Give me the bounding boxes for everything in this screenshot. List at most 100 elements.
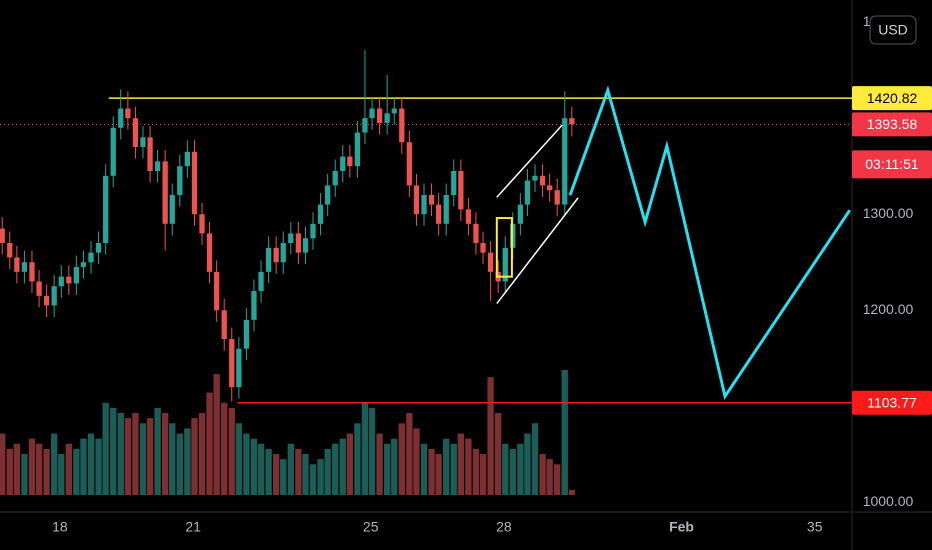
volume-bar — [406, 413, 413, 495]
candle-body — [29, 262, 35, 282]
y-tick-label: 1200.00 — [863, 301, 914, 317]
volume-bar — [465, 438, 472, 495]
current-price-label: 1393.58 — [867, 116, 918, 132]
candle-body — [562, 118, 568, 205]
volume-bar — [472, 448, 480, 495]
volume-bar — [546, 459, 553, 495]
candle-body — [251, 291, 257, 320]
level-label: 1420.82 — [867, 90, 918, 106]
level-label-bg — [852, 86, 932, 111]
candle-body — [258, 271, 264, 292]
candle-body — [7, 243, 13, 258]
volume-bar — [280, 459, 287, 495]
volume-bar — [317, 459, 324, 495]
volume-bar — [428, 448, 435, 495]
volume-bar — [176, 433, 183, 495]
candle-body — [399, 108, 405, 143]
volume-bar — [191, 418, 198, 495]
candle-body — [443, 195, 449, 224]
candle-body — [524, 180, 531, 205]
volume-bar — [124, 418, 132, 495]
candle-body — [80, 262, 87, 268]
candle-body — [118, 108, 124, 128]
volume-bar — [58, 454, 65, 495]
volume-bar — [265, 448, 272, 495]
candle-body — [88, 252, 94, 263]
volume-bar — [132, 413, 139, 495]
candle-body — [110, 127, 116, 176]
volume-bar — [354, 423, 361, 495]
volume-bar — [420, 443, 428, 495]
candle-body — [413, 185, 420, 215]
volume-bar — [257, 443, 265, 495]
currency-badge-bg — [869, 15, 917, 45]
volume-bar — [235, 423, 243, 495]
volume-bar — [539, 454, 546, 495]
volume-bar — [43, 448, 50, 495]
projection-path — [568, 85, 852, 401]
volume-bar — [243, 433, 250, 495]
volume-bar — [368, 407, 376, 495]
candle-body — [458, 170, 464, 210]
volume-bar — [443, 438, 450, 495]
x-tick-label: 21 — [185, 519, 201, 535]
candle-body — [66, 276, 72, 284]
candle-body — [317, 204, 324, 224]
volume-bar — [6, 448, 13, 495]
volume-bar — [117, 413, 124, 495]
candle-body — [428, 195, 435, 205]
candle-body — [125, 108, 131, 119]
candle-body — [369, 108, 375, 119]
highlight-box — [495, 217, 513, 278]
candle-body — [539, 175, 546, 186]
volume-bar — [35, 443, 43, 495]
candle-body — [569, 118, 575, 125]
volume-bar — [346, 433, 354, 495]
volume-bar — [391, 438, 398, 495]
volume-bar — [184, 428, 191, 495]
candle-body — [229, 339, 235, 388]
candle-body — [502, 247, 508, 282]
volume-bar — [383, 443, 391, 495]
candle-body — [436, 204, 442, 224]
candle-body — [451, 170, 457, 196]
candle-body — [295, 233, 301, 253]
volume-bar — [531, 423, 539, 495]
x-tick-label: Feb — [669, 519, 694, 535]
candle-body — [43, 295, 50, 306]
candle-body — [21, 262, 28, 272]
candle-body — [362, 118, 368, 133]
volume-bar — [517, 443, 524, 495]
volume-bar — [524, 433, 531, 495]
candle-body — [554, 190, 560, 205]
x-tick-label: 35 — [807, 519, 823, 535]
volume-bar — [146, 418, 154, 495]
volume-bar — [206, 392, 213, 495]
candle-body — [206, 233, 213, 272]
candle-body — [147, 137, 153, 171]
volume-bar — [272, 454, 280, 495]
volume-bar — [139, 423, 147, 495]
volume-bar — [287, 443, 294, 495]
volume-bar — [73, 448, 80, 495]
level-label: 1103.77 — [867, 394, 917, 410]
candle-body — [532, 175, 538, 181]
candle-body — [177, 166, 183, 196]
y-tick-label: 1300.00 — [863, 205, 914, 221]
volume-bar — [221, 402, 228, 495]
candle-body — [14, 257, 20, 272]
candle-body — [58, 276, 64, 287]
candle-body — [547, 185, 553, 191]
volume-bar — [561, 370, 568, 495]
candle-body — [154, 161, 161, 171]
volume-bar — [494, 413, 502, 495]
y-tick-label: 1000.00 — [863, 493, 914, 509]
candle-body — [280, 243, 286, 263]
volume-bar — [509, 448, 516, 495]
volume-bar — [413, 428, 420, 495]
candle-body — [243, 319, 250, 349]
volume-bar — [102, 402, 109, 495]
candle-body — [265, 247, 272, 272]
candle-body — [184, 151, 191, 167]
